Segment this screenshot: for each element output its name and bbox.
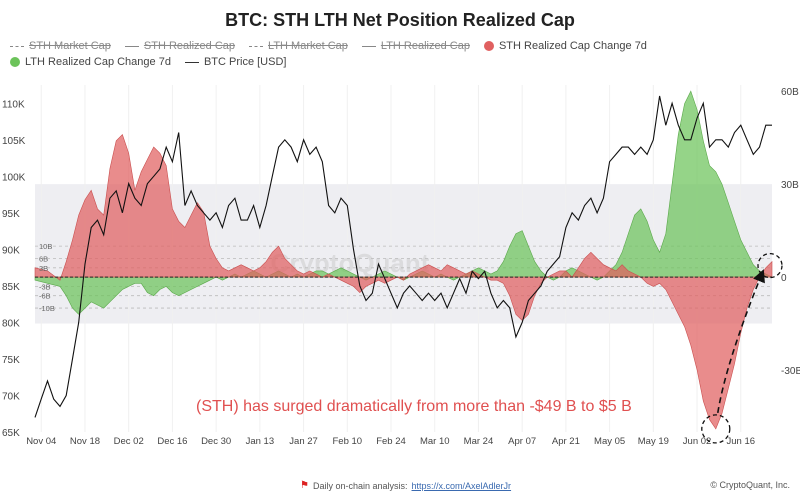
legend-swatch <box>10 45 24 47</box>
left-tick-label: 100K <box>2 172 26 183</box>
legend-item-lth-realized-cap[interactable]: LTH Realized Cap <box>361 40 470 52</box>
chart-title: BTC: STH LTH Net Position Realized Cap <box>225 10 575 30</box>
legend-label: LTH Realized Cap <box>380 40 470 52</box>
legend-label: LTH Market Cap <box>268 40 348 52</box>
x-tick-label: Apr 21 <box>552 436 580 447</box>
right-tick-label: -30B <box>781 366 800 377</box>
left-tick-label: 95K <box>2 209 20 220</box>
footer-copyright: © CryptoQuant, Inc. <box>710 480 790 490</box>
annotation-circle-low <box>701 414 731 444</box>
x-tick-label: Feb 24 <box>376 436 406 447</box>
x-tick-label: Jan 13 <box>246 436 275 447</box>
footer-attribution: ⚑ Daily on-chain analysis: https://x.com… <box>300 480 511 491</box>
x-tick-label: Jun 16 <box>727 436 756 447</box>
left-tick-label: 85K <box>2 282 20 293</box>
legend: STH Market Cap STH Realized Cap LTH Mark… <box>10 40 795 68</box>
left-tick-label: 105K <box>2 136 26 147</box>
inner-tick-label: -6B <box>39 292 51 301</box>
legend-item-sth-market-cap[interactable]: STH Market Cap <box>10 40 111 52</box>
legend-label: STH Realized Cap <box>143 40 236 52</box>
right-tick-label: 30B <box>781 180 799 191</box>
legend-label: LTH Realized Cap Change 7d <box>25 56 171 68</box>
x-tick-label: Nov 18 <box>70 436 100 447</box>
x-tick-label: Feb 10 <box>332 436 362 447</box>
left-tick-label: 70K <box>2 391 20 402</box>
x-tick-label: Apr 07 <box>508 436 536 447</box>
legend-label: STH Realized Cap Change 7d <box>498 40 647 52</box>
legend-item-btc-price[interactable]: BTC Price [USD] <box>184 56 287 68</box>
legend-label: STH Market Cap <box>29 40 111 52</box>
legend-item-sth-realized-cap[interactable]: STH Realized Cap <box>124 40 236 52</box>
flag-icon: ⚑ <box>300 480 309 491</box>
annotation-circle-end <box>757 252 783 279</box>
legend-item-lth-change[interactable]: LTH Realized Cap Change 7d <box>10 56 171 68</box>
x-tick-label: Dec 16 <box>157 436 187 447</box>
x-tick-label: Mar 10 <box>420 436 450 447</box>
x-tick-label: Dec 02 <box>114 436 144 447</box>
legend-swatch <box>184 61 199 63</box>
x-tick-label: Nov 04 <box>26 436 56 447</box>
annotation-text: (STH) has surged dramatically from more … <box>196 398 632 415</box>
annotation-arrow <box>716 269 765 414</box>
legend-swatch <box>124 45 139 47</box>
left-tick-label: 90K <box>2 245 20 256</box>
footer-link[interactable]: https://x.com/AxelAdlerJr <box>411 480 512 491</box>
right-tick-label: 0 <box>781 273 787 284</box>
x-tick-label: Jan 27 <box>289 436 318 447</box>
left-tick-label: 110K <box>2 99 25 110</box>
footer-prefix: Daily on-chain analysis: <box>312 480 408 491</box>
left-tick-label: 80K <box>2 318 20 329</box>
legend-swatch <box>361 45 376 47</box>
x-tick-label: May 05 <box>594 436 625 447</box>
x-tick-label: Dec 30 <box>201 436 231 447</box>
left-tick-label: 65K <box>2 428 20 439</box>
inner-tick-label: 3B <box>39 264 48 273</box>
x-tick-label: May 19 <box>638 436 669 447</box>
inner-tick-label: -10B <box>39 304 55 313</box>
inner-tick-label: -3B <box>39 282 51 291</box>
inner-tick-label: 6B <box>39 255 48 264</box>
legend-item-lth-market-cap[interactable]: LTH Market Cap <box>249 40 348 52</box>
legend-item-sth-change[interactable]: STH Realized Cap Change 7d <box>483 40 647 52</box>
x-tick-label: Jun 02 <box>683 436 712 447</box>
right-tick-label: 60B <box>781 87 799 98</box>
area-sth-change <box>34 134 773 430</box>
inner-tick-label: 10B <box>39 242 52 251</box>
legend-swatch <box>249 45 264 47</box>
legend-swatch <box>10 57 20 67</box>
x-tick-label: Mar 24 <box>464 436 494 447</box>
legend-swatch <box>483 41 494 51</box>
legend-label: BTC Price [USD] <box>203 56 287 68</box>
left-tick-label: 75K <box>2 355 20 366</box>
line-btc-price <box>34 95 772 418</box>
